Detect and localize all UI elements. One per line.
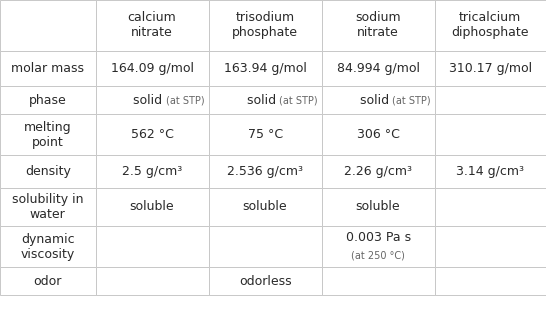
Text: 2.26 g/cm³: 2.26 g/cm³ bbox=[344, 165, 412, 178]
Text: odor: odor bbox=[34, 275, 62, 288]
Bar bbox=[0, 267, 96, 295]
Bar bbox=[322, 51, 435, 86]
Bar bbox=[435, 188, 546, 226]
Bar bbox=[322, 226, 435, 267]
Text: solid: solid bbox=[360, 94, 396, 107]
Text: (at STP): (at STP) bbox=[280, 95, 318, 105]
Bar bbox=[322, 86, 435, 114]
Bar bbox=[322, 188, 435, 226]
Text: soluble: soluble bbox=[356, 200, 400, 214]
Bar bbox=[96, 114, 209, 155]
Text: (at STP): (at STP) bbox=[393, 95, 431, 105]
Bar bbox=[435, 267, 546, 295]
Text: 562 °C: 562 °C bbox=[130, 129, 174, 141]
Bar bbox=[96, 0, 209, 51]
Bar bbox=[0, 226, 96, 267]
Text: solid: solid bbox=[247, 94, 283, 107]
Text: phase: phase bbox=[29, 94, 67, 107]
Bar bbox=[322, 114, 435, 155]
Text: (at STP): (at STP) bbox=[167, 95, 205, 105]
Bar bbox=[435, 155, 546, 188]
Bar bbox=[0, 86, 96, 114]
Text: molar mass: molar mass bbox=[11, 62, 84, 75]
Text: soluble: soluble bbox=[243, 200, 287, 214]
Bar bbox=[209, 0, 322, 51]
Bar bbox=[322, 0, 435, 51]
Text: soluble: soluble bbox=[130, 200, 174, 214]
Text: tricalcium
diphosphate: tricalcium diphosphate bbox=[452, 11, 529, 39]
Text: 0.003 Pa s: 0.003 Pa s bbox=[346, 231, 411, 244]
Bar bbox=[209, 155, 322, 188]
Bar bbox=[96, 267, 209, 295]
Bar bbox=[0, 155, 96, 188]
Bar bbox=[0, 51, 96, 86]
Bar bbox=[96, 226, 209, 267]
Bar bbox=[322, 155, 435, 188]
Text: 164.09 g/mol: 164.09 g/mol bbox=[110, 62, 194, 75]
Bar bbox=[96, 188, 209, 226]
Bar bbox=[0, 114, 96, 155]
Bar bbox=[0, 188, 96, 226]
Text: sodium
nitrate: sodium nitrate bbox=[355, 11, 401, 39]
Text: 163.94 g/mol: 163.94 g/mol bbox=[224, 62, 306, 75]
Text: 306 °C: 306 °C bbox=[357, 129, 400, 141]
Bar bbox=[96, 86, 209, 114]
Bar bbox=[322, 267, 435, 295]
Bar bbox=[0, 0, 96, 51]
Text: 75 °C: 75 °C bbox=[247, 129, 283, 141]
Text: density: density bbox=[25, 165, 71, 178]
Bar bbox=[209, 226, 322, 267]
Bar bbox=[209, 86, 322, 114]
Bar bbox=[435, 51, 546, 86]
Bar bbox=[435, 0, 546, 51]
Text: 310.17 g/mol: 310.17 g/mol bbox=[449, 62, 532, 75]
Text: solid: solid bbox=[134, 94, 170, 107]
Bar bbox=[209, 114, 322, 155]
Text: solubility in
water: solubility in water bbox=[12, 193, 84, 221]
Text: melting
point: melting point bbox=[24, 121, 72, 149]
Bar bbox=[435, 114, 546, 155]
Text: 3.14 g/cm³: 3.14 g/cm³ bbox=[456, 165, 524, 178]
Bar bbox=[435, 86, 546, 114]
Text: odorless: odorless bbox=[239, 275, 292, 288]
Text: calcium
nitrate: calcium nitrate bbox=[128, 11, 176, 39]
Bar bbox=[209, 51, 322, 86]
Bar bbox=[96, 51, 209, 86]
Bar bbox=[209, 188, 322, 226]
Bar bbox=[96, 155, 209, 188]
Text: dynamic
viscosity: dynamic viscosity bbox=[21, 233, 75, 261]
Text: 84.994 g/mol: 84.994 g/mol bbox=[336, 62, 420, 75]
Bar bbox=[435, 226, 546, 267]
Text: (at 250 °C): (at 250 °C) bbox=[351, 251, 405, 261]
Text: trisodium
phosphate: trisodium phosphate bbox=[232, 11, 298, 39]
Text: 2.5 g/cm³: 2.5 g/cm³ bbox=[122, 165, 182, 178]
Bar bbox=[209, 267, 322, 295]
Text: 2.536 g/cm³: 2.536 g/cm³ bbox=[227, 165, 303, 178]
